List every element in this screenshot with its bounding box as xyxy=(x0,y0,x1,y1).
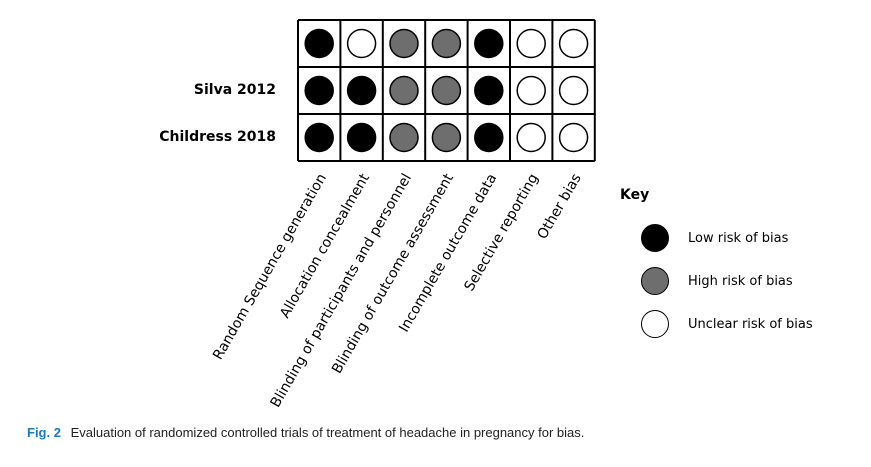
key-dot-unclear xyxy=(641,310,669,338)
rating-dot-high xyxy=(431,75,462,106)
rating-dot-unclear xyxy=(516,122,546,153)
rating-dot-unclear xyxy=(516,28,546,59)
key-item-low: Low risk of bias xyxy=(641,222,788,254)
key-item-unclear: Unclear risk of bias xyxy=(641,308,813,340)
rating-dot-high xyxy=(389,122,419,153)
study-label: Childress 2018 xyxy=(159,128,276,145)
rating-dot-low xyxy=(346,75,377,106)
rating-dot-low xyxy=(474,75,504,106)
rating-dot-high xyxy=(389,75,419,106)
rating-dot-low xyxy=(304,122,334,153)
rating-dot-low xyxy=(304,75,334,106)
rating-dot-low xyxy=(346,122,377,153)
key-dot-high xyxy=(641,267,669,295)
rating-dot-unclear xyxy=(558,28,589,59)
caption-text: Evaluation of randomized controlled tria… xyxy=(70,425,585,440)
key-dot-low xyxy=(641,224,669,252)
rating-dot-high xyxy=(389,28,419,59)
key-item-high: High risk of bias xyxy=(641,265,793,297)
rating-dot-unclear xyxy=(558,75,589,106)
figure-caption: Fig. 2 Evaluation of randomized controll… xyxy=(27,425,584,440)
key-label: Low risk of bias xyxy=(688,230,789,246)
rating-dot-unclear xyxy=(516,75,546,106)
rating-dot-low xyxy=(474,28,504,59)
key-title: Key xyxy=(620,187,650,203)
key-label: Unclear risk of bias xyxy=(688,316,813,332)
key-label: High risk of bias xyxy=(688,273,793,289)
rating-dot-high xyxy=(431,122,462,153)
rating-dot-low xyxy=(304,28,334,59)
rating-dot-low xyxy=(474,122,504,153)
rating-dot-high xyxy=(431,28,462,59)
figure-number: Fig. 2 xyxy=(27,425,61,440)
rating-dot-unclear xyxy=(558,122,589,153)
study-label: Silva 2012 xyxy=(193,81,276,98)
rating-dot-unclear xyxy=(346,28,377,59)
